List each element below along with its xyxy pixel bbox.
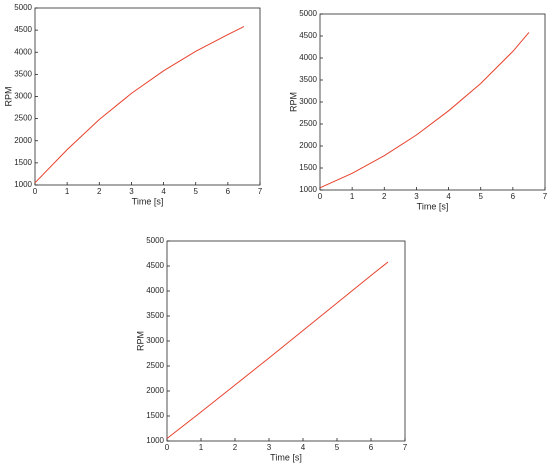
line xyxy=(166,261,389,439)
x-tick-label: 0 xyxy=(165,443,170,452)
y-tick-label: 4500 xyxy=(14,25,32,34)
x-tick-label: 5 xyxy=(478,192,483,201)
axes-box xyxy=(34,7,261,186)
x-tick-label: 1 xyxy=(199,443,204,452)
y-tick-label: 3000 xyxy=(14,92,32,101)
x-axis-label: Time [s] xyxy=(417,201,449,211)
x-axis-label: Time [s] xyxy=(132,196,164,206)
y-tick-label: 2500 xyxy=(14,114,32,123)
x-tick-label: 3 xyxy=(414,192,419,201)
x-tick-label: 6 xyxy=(511,192,516,201)
y-tick-label: 4500 xyxy=(299,31,317,40)
y-tick-label: 5000 xyxy=(14,3,32,12)
y-tick-label: 3500 xyxy=(14,69,32,78)
y-tick-label: 3000 xyxy=(299,97,317,106)
y-axis-label: RPM xyxy=(3,87,13,107)
x-tick-label: 2 xyxy=(382,192,387,201)
x-tick-label: 7 xyxy=(403,443,408,452)
x-tick-label: 2 xyxy=(233,443,238,452)
x-tick-label: 5 xyxy=(193,187,198,196)
x-tick-label: 4 xyxy=(161,187,166,196)
x-tick-label: 1 xyxy=(65,187,70,196)
y-axis-label: RPM xyxy=(135,331,145,351)
x-tick-label: 1 xyxy=(350,192,355,201)
line xyxy=(34,26,245,184)
y-tick-label: 2000 xyxy=(299,141,317,150)
y-tick-label: 1000 xyxy=(146,436,164,445)
x-tick-label: 7 xyxy=(258,187,263,196)
y-tick-label: 1000 xyxy=(14,180,32,189)
y-tick-label: 1500 xyxy=(146,411,164,420)
y-tick-label: 4000 xyxy=(14,47,32,56)
x-tick-label: 3 xyxy=(267,443,272,452)
x-tick-label: 5 xyxy=(335,443,340,452)
y-tick-label: 4000 xyxy=(299,53,317,62)
y-tick-label: 1000 xyxy=(299,185,317,194)
y-tick-label: 4000 xyxy=(146,286,164,295)
y-tick-label: 2500 xyxy=(146,361,164,370)
axes-box xyxy=(319,13,546,191)
y-tick-label: 1500 xyxy=(14,158,32,167)
x-tick-label: 0 xyxy=(33,187,38,196)
y-tick-label: 3000 xyxy=(146,336,164,345)
x-tick-label: 6 xyxy=(369,443,374,452)
y-tick-label: 2500 xyxy=(299,119,317,128)
y-tick-label: 5000 xyxy=(299,9,317,18)
y-tick-label: 4500 xyxy=(146,261,164,270)
y-tick-label: 2000 xyxy=(146,386,164,395)
x-axis-label: Time [s] xyxy=(270,452,302,462)
y-tick-label: 1500 xyxy=(299,163,317,172)
y-axis-label: RPM xyxy=(288,92,298,112)
x-tick-label: 4 xyxy=(446,192,451,201)
line xyxy=(319,32,530,189)
y-tick-label: 3500 xyxy=(299,75,317,84)
y-tick-label: 3500 xyxy=(146,311,164,320)
x-tick-label: 4 xyxy=(301,443,306,452)
x-tick-label: 6 xyxy=(226,187,231,196)
x-tick-label: 7 xyxy=(543,192,548,201)
x-tick-label: 2 xyxy=(97,187,102,196)
x-tick-label: 0 xyxy=(318,192,323,201)
x-tick-label: 3 xyxy=(129,187,134,196)
y-tick-label: 5000 xyxy=(146,236,164,245)
y-tick-label: 2000 xyxy=(14,136,32,145)
